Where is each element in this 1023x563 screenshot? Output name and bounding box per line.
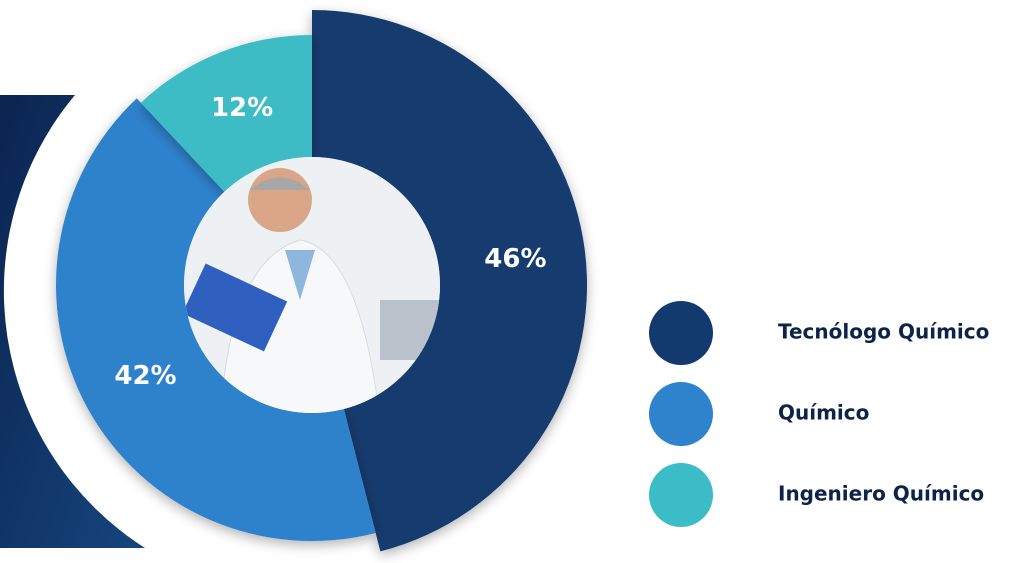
value-label: 42% <box>114 361 176 391</box>
pie-slice <box>55 98 376 541</box>
legend-label: Ingeniero Químico <box>778 482 984 506</box>
value-label: 12% <box>211 93 273 123</box>
legend-label: Tecnólogo Químico <box>778 320 989 344</box>
photo <box>184 157 440 413</box>
legend-label: Químico <box>778 401 869 425</box>
legend-swatch <box>649 463 713 527</box>
legend-swatch <box>649 301 713 365</box>
pie-slice <box>140 35 312 192</box>
legend-swatch <box>649 382 713 446</box>
decor-shape <box>0 95 145 548</box>
value-label: 46% <box>484 244 546 274</box>
pie-slice <box>312 10 587 552</box>
